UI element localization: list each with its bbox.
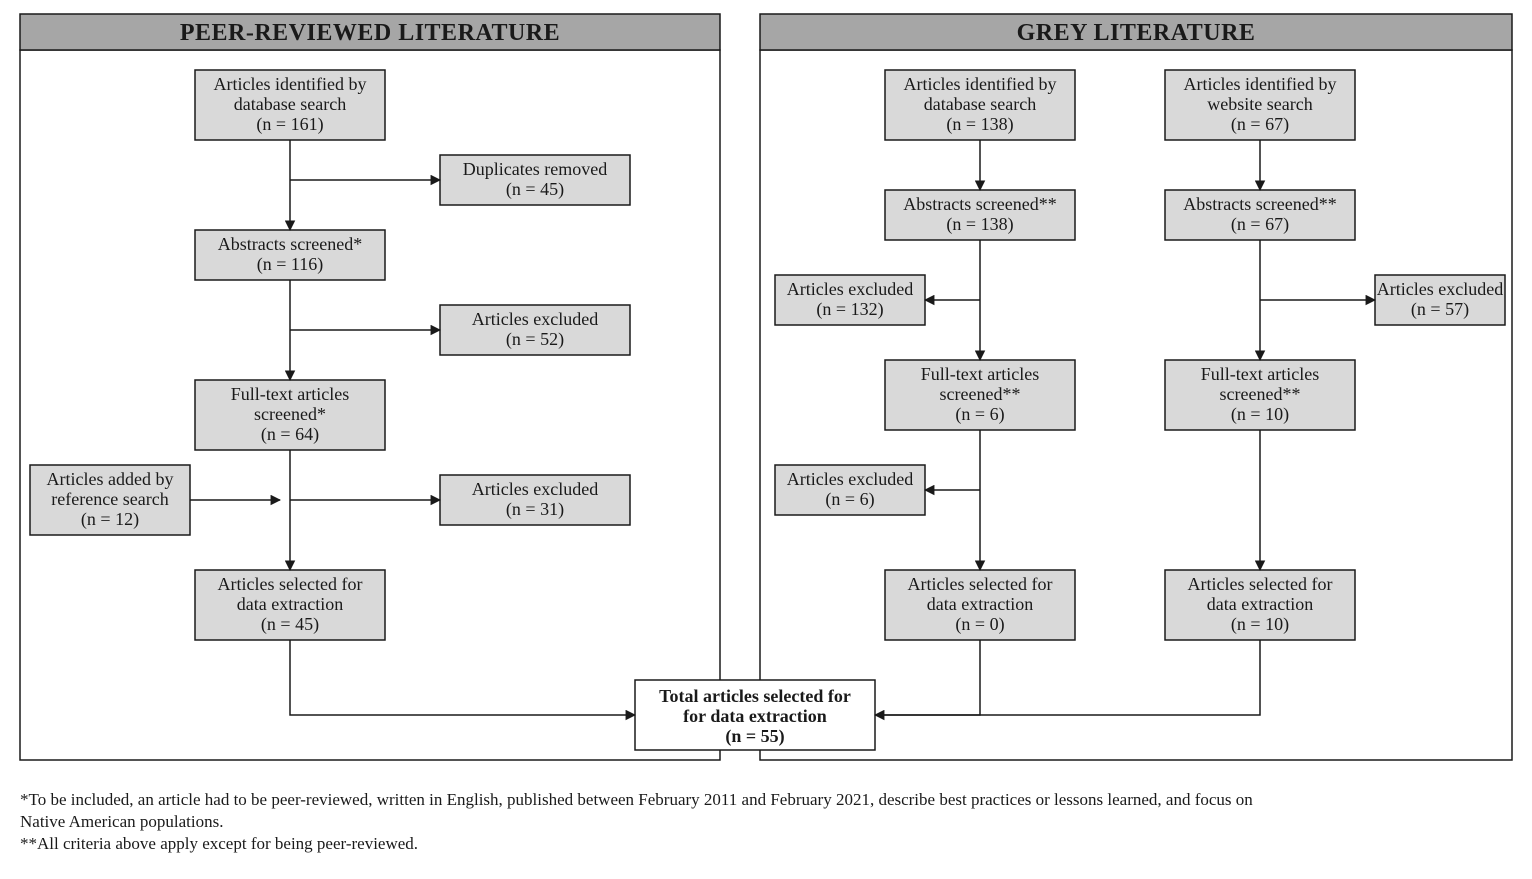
ra-full-l2: screened** [940,384,1021,404]
total-l1: Total articles selected for [659,686,851,706]
ra-full-l1: Full-text articles [921,364,1039,384]
footnote-1a: *To be included, an article had to be pe… [20,790,1253,809]
left-full-l1: Full-text articles [231,384,349,404]
ra-sel-l3: (n = 0) [955,614,1004,635]
left-ex2-l1: Articles excluded [472,479,598,499]
rb-sel-l3: (n = 10) [1231,614,1289,635]
left-sel-l1: Articles selected for [218,574,363,594]
rb-id-l1: Articles identified by [1184,74,1337,94]
ra-id-l1: Articles identified by [904,74,1057,94]
rb-abs-l2: (n = 67) [1231,214,1289,235]
left-ref-l1: Articles added by [47,469,174,489]
rb-sel-l1: Articles selected for [1188,574,1333,594]
left-identified-l3: (n = 161) [256,114,323,135]
left-dup-l2: (n = 45) [506,179,564,200]
total-l3: (n = 55) [725,726,784,747]
ra-abs-l2: (n = 138) [946,214,1013,235]
footnote-2: **All criteria above apply except for be… [20,834,418,853]
left-ex1-l2: (n = 52) [506,329,564,350]
footnote-1b: Native American populations. [20,812,223,831]
rb-full-l1: Full-text articles [1201,364,1319,384]
rb-abs-l1: Abstracts screened** [1183,194,1336,214]
left-ref-l2: reference search [51,489,168,509]
ra-ex1-l1: Articles excluded [787,279,913,299]
rb-full-l2: screened** [1220,384,1301,404]
left-dup-l1: Duplicates removed [463,159,607,179]
rb-full-l3: (n = 10) [1231,404,1289,425]
left-full-l3: (n = 64) [261,424,319,445]
left-sel-l2: data extraction [237,594,343,614]
ra-full-l3: (n = 6) [955,404,1004,425]
right-panel-border [760,50,1512,760]
left-identified-l2: database search [234,94,346,114]
ra-ex2-l2: (n = 6) [825,489,874,510]
left-ex2-l2: (n = 31) [506,499,564,520]
left-header-title: PEER-REVIEWED LITERATURE [180,20,560,46]
left-ex1-l1: Articles excluded [472,309,598,329]
right-header-title: GREY LITERATURE [1017,20,1256,46]
ra-sel-l1: Articles selected for [908,574,1053,594]
total-l2: for data extraction [683,706,827,726]
left-ref-l3: (n = 12) [81,509,139,530]
ra-ex2-l1: Articles excluded [787,469,913,489]
left-identified-l1: Articles identified by [214,74,367,94]
ra-id-l3: (n = 138) [946,114,1013,135]
rb-id-l3: (n = 67) [1231,114,1289,135]
ra-abs-l1: Abstracts screened** [903,194,1056,214]
left-abs-l1: Abstracts screened* [218,234,362,254]
left-sel-l3: (n = 45) [261,614,319,635]
flowchart-diagram: PEER-REVIEWED LITERATURE Articles identi… [0,0,1532,879]
rb-id-l2: website search [1207,94,1312,114]
ra-sel-l2: data extraction [927,594,1033,614]
ra-ex1-l2: (n = 132) [816,299,883,320]
rb-ex1-l2: (n = 57) [1411,299,1469,320]
rb-ex1-l1: Articles excluded [1377,279,1503,299]
left-abs-l2: (n = 116) [257,254,323,275]
rb-sel-l2: data extraction [1207,594,1313,614]
ra-id-l2: database search [924,94,1036,114]
left-full-l2: screened* [254,404,326,424]
